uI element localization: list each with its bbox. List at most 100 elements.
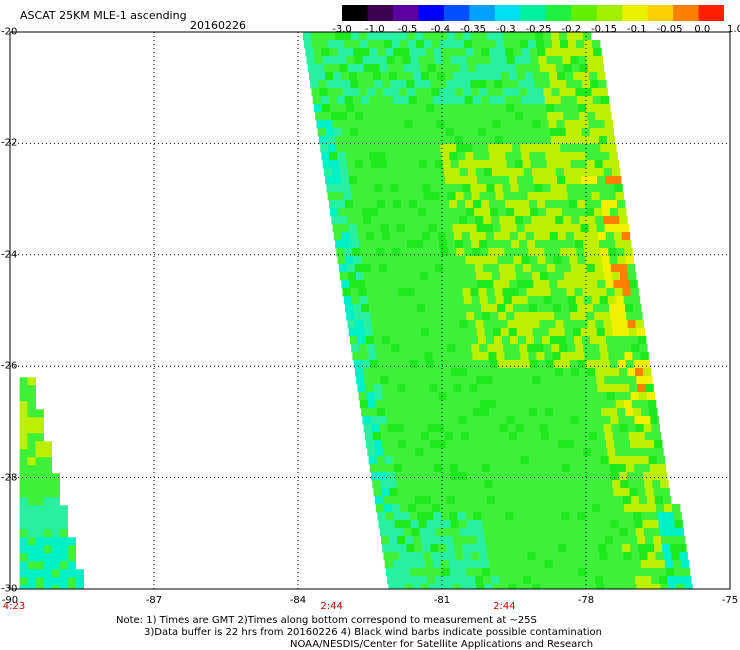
swath-cell [407, 400, 417, 409]
swath-cell [521, 568, 531, 577]
swath-cell [615, 400, 625, 409]
swath-cell [515, 472, 524, 481]
swath-cell [51, 577, 60, 586]
swath-cell [391, 400, 401, 409]
swath-cell [452, 584, 461, 589]
swath-cell [51, 489, 60, 498]
swath-cell [510, 336, 519, 345]
swath-cell [615, 448, 624, 457]
swath-cell [640, 504, 649, 513]
swath-cell [574, 440, 583, 449]
swath-cell [417, 512, 426, 521]
swath-cell [531, 168, 541, 177]
swath-cell [19, 425, 28, 434]
swath-cell [462, 32, 472, 41]
swath-cell [638, 440, 647, 449]
swath-cell [424, 200, 434, 209]
swath-cell [408, 200, 418, 209]
swath-cell [486, 184, 495, 193]
swath-cell [627, 472, 636, 481]
swath-cell [359, 400, 369, 409]
swath-cell [502, 32, 512, 41]
swath-cell [408, 96, 418, 105]
swath-cell [492, 584, 501, 589]
swath-cell [620, 480, 629, 489]
swath-cell [554, 520, 563, 529]
swath-cell [459, 112, 468, 121]
swath-cell [616, 200, 626, 209]
swath-cell [596, 584, 605, 589]
swath-cell [543, 192, 552, 201]
swath-cell [586, 416, 595, 425]
swath-cell [489, 568, 499, 577]
swath-cell [355, 64, 365, 73]
swath-cell [543, 344, 552, 353]
swath-cell [409, 48, 418, 57]
longitude-label: -81 [433, 595, 451, 606]
swath-cell [460, 272, 469, 281]
swath-cell [362, 56, 371, 65]
swath-cell [419, 112, 428, 121]
swath-cell [370, 368, 380, 377]
swath-cell [578, 368, 588, 377]
swath-cell [482, 368, 492, 377]
swath-cell [566, 544, 575, 553]
swath-cell [507, 112, 516, 121]
swath-cell [609, 464, 619, 473]
swath-cell [660, 584, 669, 589]
swath-cell [568, 200, 578, 209]
swath-cell [550, 136, 560, 145]
swath-cell [515, 112, 524, 121]
swath-cell [633, 512, 642, 521]
swath-cell [363, 64, 373, 73]
swath-cell [396, 224, 405, 233]
swath-cell [558, 440, 567, 449]
swath-cell [496, 248, 505, 257]
swath-cell [459, 216, 468, 225]
swath-cell [595, 216, 604, 225]
swath-cell [532, 120, 541, 129]
longitude-label: -90 [1, 595, 19, 606]
swath-cell [616, 248, 625, 257]
swath-cell [429, 176, 438, 185]
swath-cell [535, 192, 544, 201]
swath-cell [404, 272, 413, 281]
swath-cell [471, 88, 480, 97]
swath-cell [366, 288, 375, 297]
swath-cell [336, 96, 346, 105]
swath-cell [371, 472, 380, 481]
swath-cell [431, 552, 440, 561]
swath-cell [550, 80, 559, 89]
swath-cell [368, 248, 377, 257]
swath-cell [588, 272, 597, 281]
swath-cell [599, 192, 608, 201]
swath-cell [380, 376, 389, 385]
swath-cell [521, 48, 530, 57]
swath-cell [484, 432, 494, 441]
swath-cell [663, 552, 672, 561]
swath-cell [400, 352, 409, 361]
swath-cell [533, 72, 542, 81]
swath-cell [560, 504, 569, 513]
swath-cell [468, 584, 477, 589]
colorbar-tick-label: -1.0 [365, 24, 385, 35]
swath-cell [376, 40, 385, 49]
swath-cell [428, 120, 437, 129]
swath-cell [408, 560, 418, 569]
swath-cell [451, 64, 461, 73]
swath-cell [403, 528, 413, 537]
swath-cell [616, 352, 625, 361]
swath-cell [434, 104, 443, 113]
swath-cell [311, 88, 320, 97]
swath-cell [498, 312, 507, 321]
swath-cell [368, 456, 377, 465]
swath-cell [386, 416, 395, 425]
swath-cell [493, 72, 502, 81]
swath-cell [527, 192, 536, 201]
swath-cell [574, 496, 584, 505]
swath-cell [619, 216, 628, 225]
swath-cell [528, 40, 537, 49]
swath-cell [639, 400, 649, 409]
swath-cell [525, 488, 534, 497]
